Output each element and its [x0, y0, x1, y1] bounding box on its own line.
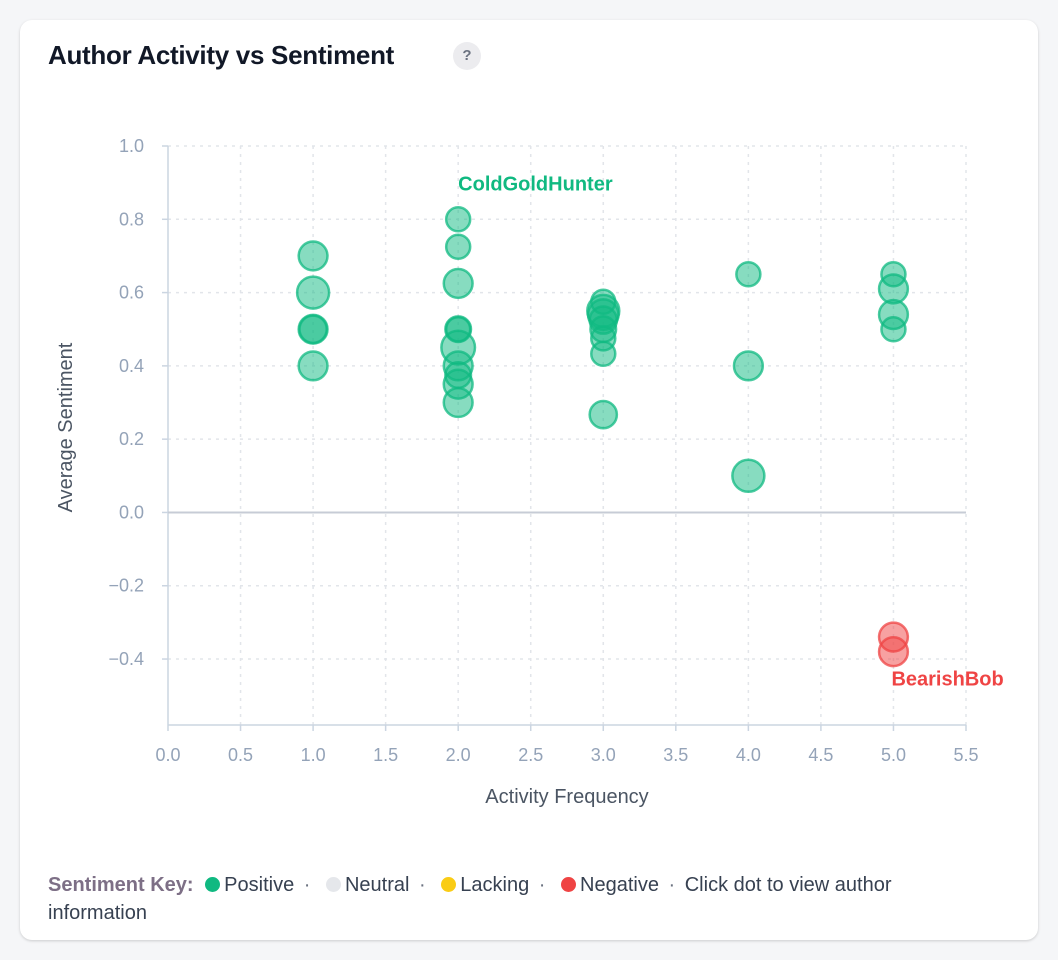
x-tick-label: 4.5 — [808, 745, 833, 765]
negative-dot-icon — [561, 877, 576, 892]
chart-card: Author Activity vs Sentiment ? 0.0 0.5 1.0… — [20, 20, 1038, 940]
y-tick-label: 0.4 — [119, 356, 144, 376]
data-point[interactable] — [588, 399, 619, 430]
x-tick-label: 3.5 — [663, 745, 688, 765]
data-point[interactable] — [295, 275, 331, 310]
help-icon[interactable]: ? — [453, 42, 481, 70]
x-axis-label: Activity Frequency — [485, 786, 648, 808]
y-tick-label: 0.6 — [119, 283, 144, 303]
data-point[interactable] — [590, 340, 617, 368]
positive-dot-icon — [205, 877, 221, 892]
legend-hint: Click dot to view author information — [48, 874, 892, 924]
x-tick-label: 1.0 — [301, 745, 326, 765]
data-point[interactable] — [731, 458, 766, 494]
x-tick-label: 2.5 — [518, 745, 543, 765]
scatter-chart: 0.0 0.5 1.0 1.5 2.0 2.5 3.0 3.5 4.0 4.5 5.0 5.5 1.0 0… — [55, 136, 1004, 808]
y-tick-label: 0.8 — [119, 209, 144, 229]
x-tick-label: 3.0 — [591, 745, 616, 765]
y-axis-label: Average Sentiment — [55, 342, 77, 512]
x-tick-label: 0.5 — [228, 745, 253, 765]
annotations: ColdGoldHunter BearishBob — [458, 173, 1004, 690]
y-tick-label: 0.2 — [119, 429, 144, 449]
x-tick-label: 5.5 — [953, 745, 978, 765]
legend-title: Sentiment Key: — [48, 874, 194, 896]
separator: · — [668, 874, 676, 896]
x-tick-label: 4.0 — [736, 745, 761, 765]
sentiment-legend: Sentiment Key: Positive · Neutral · Lack… — [48, 871, 988, 927]
data-point[interactable] — [442, 386, 474, 419]
chart-title: Author Activity vs Sentiment — [48, 40, 395, 70]
neutral-dot-icon — [325, 877, 341, 892]
y-tick-label: 1.0 — [119, 136, 144, 156]
grid — [168, 145, 967, 725]
x-tick-label: 1.5 — [373, 745, 398, 765]
legend-item-neutral: Neutral — [320, 874, 409, 896]
separator: · — [419, 874, 426, 896]
data-point[interactable] — [444, 233, 472, 261]
legend-item-lacking: Lacking — [435, 874, 529, 896]
author-annotation: ColdGoldHunter — [458, 173, 613, 195]
separator: · — [538, 874, 546, 896]
x-tick-label: 2.0 — [446, 745, 471, 765]
legend-label: Lacking — [460, 874, 530, 896]
data-point[interactable] — [444, 206, 472, 233]
legend-label: Neutral — [344, 874, 410, 896]
axes: 0.0 0.5 1.0 1.5 2.0 2.5 3.0 3.5 4.0 4.5 5.0 5.5 1.0 0… — [108, 136, 978, 765]
separator: · — [303, 874, 311, 896]
data-point[interactable] — [732, 350, 765, 382]
y-tick-label: 0.0 — [119, 502, 144, 522]
data-point[interactable] — [880, 315, 907, 343]
x-tick-label: 0.0 — [155, 745, 180, 765]
legend-item-positive: Positive — [199, 874, 294, 896]
legend-item-negative: Negative — [555, 874, 659, 896]
data-point[interactable] — [297, 350, 329, 382]
data-point[interactable] — [735, 261, 762, 288]
lacking-dot-icon — [441, 877, 457, 892]
y-tick-label: −0.4 — [108, 649, 144, 669]
data-point[interactable] — [298, 314, 328, 345]
data-point[interactable] — [877, 636, 910, 668]
y-tick-label: −0.2 — [108, 576, 144, 596]
x-tick-label: 5.0 — [881, 745, 906, 765]
data-point[interactable] — [297, 240, 329, 272]
data-point[interactable] — [442, 267, 474, 300]
legend-label: Negative — [580, 874, 659, 896]
points — [295, 206, 910, 668]
legend-label: Positive — [224, 874, 295, 896]
author-annotation: BearishBob — [891, 669, 1003, 691]
